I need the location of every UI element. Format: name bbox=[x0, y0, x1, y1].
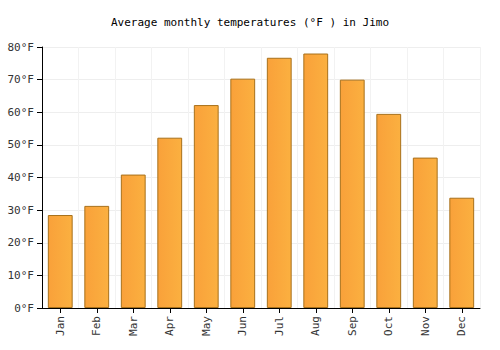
svg-text:Oct: Oct bbox=[382, 316, 395, 336]
svg-text:70°F: 70°F bbox=[8, 73, 35, 86]
svg-text:May: May bbox=[200, 316, 213, 336]
svg-text:Apr: Apr bbox=[163, 316, 176, 336]
svg-text:0°F: 0°F bbox=[14, 302, 34, 315]
svg-text:50°F: 50°F bbox=[8, 138, 35, 151]
svg-text:Aug: Aug bbox=[309, 316, 322, 336]
svg-text:20°F: 20°F bbox=[8, 236, 35, 249]
svg-text:Nov: Nov bbox=[419, 316, 432, 336]
svg-text:Jun: Jun bbox=[236, 316, 249, 336]
svg-text:Average monthly temperatures (: Average monthly temperatures (°F ) in Ji… bbox=[111, 16, 389, 29]
svg-text:Dec: Dec bbox=[455, 316, 468, 336]
svg-text:10°F: 10°F bbox=[8, 269, 35, 282]
svg-text:30°F: 30°F bbox=[8, 204, 35, 217]
svg-text:Sep: Sep bbox=[346, 316, 359, 336]
svg-text:Mar: Mar bbox=[127, 316, 140, 336]
svg-text:40°F: 40°F bbox=[8, 171, 35, 184]
svg-text:Jan: Jan bbox=[54, 316, 67, 336]
svg-text:60°F: 60°F bbox=[8, 106, 35, 119]
svg-text:80°F: 80°F bbox=[8, 41, 35, 54]
svg-text:Jul: Jul bbox=[273, 316, 286, 336]
svg-text:Feb: Feb bbox=[90, 316, 103, 336]
